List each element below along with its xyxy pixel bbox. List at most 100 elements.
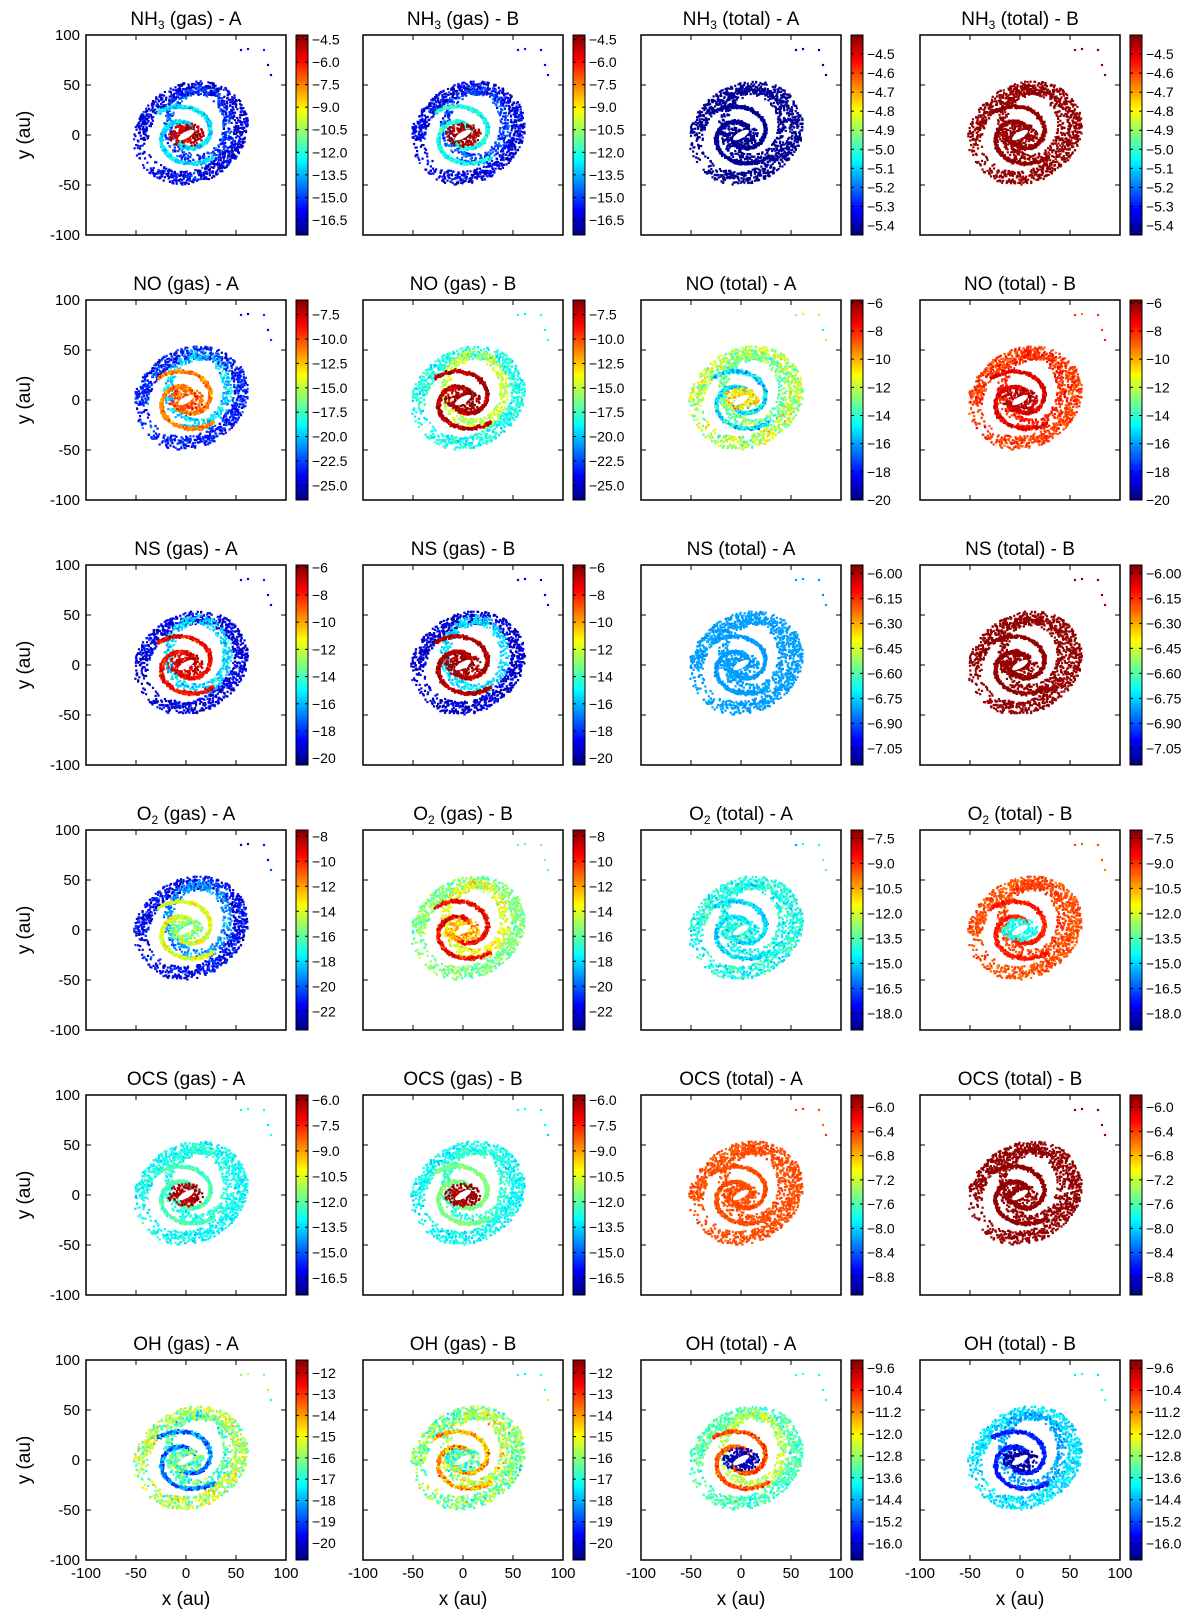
data-point	[221, 97, 223, 99]
data-point	[429, 104, 431, 106]
data-point	[191, 86, 193, 88]
data-point	[470, 179, 472, 181]
data-point	[465, 143, 467, 145]
data-point	[431, 116, 433, 118]
data-point	[240, 107, 242, 109]
data-point	[418, 115, 420, 117]
data-point	[153, 167, 155, 169]
data-point	[139, 153, 141, 155]
data-point	[422, 136, 424, 138]
data-point	[449, 119, 451, 121]
y-tick-label: 50	[63, 77, 80, 94]
data-point	[189, 107, 191, 109]
data-point	[168, 169, 170, 171]
data-point	[151, 118, 153, 120]
data-point	[224, 123, 226, 125]
data-point	[222, 156, 224, 158]
data-point	[239, 114, 241, 116]
data-point	[166, 152, 168, 154]
data-point	[165, 168, 167, 170]
data-point	[507, 131, 509, 133]
data-point	[413, 123, 415, 125]
data-point	[437, 97, 439, 99]
data-point	[170, 138, 172, 140]
data-point	[496, 158, 498, 160]
data-point	[142, 128, 144, 130]
data-point	[187, 89, 189, 91]
data-point	[201, 131, 203, 133]
data-point	[516, 135, 518, 137]
data-point	[497, 138, 499, 140]
data-point	[237, 119, 239, 121]
data-point	[190, 127, 192, 129]
data-point	[222, 136, 224, 138]
data-point	[441, 94, 443, 96]
data-point	[176, 183, 178, 185]
data-point	[167, 124, 169, 126]
data-point	[233, 116, 235, 118]
data-point	[474, 172, 476, 174]
data-point	[158, 172, 160, 174]
data-point	[499, 131, 501, 133]
data-point	[491, 146, 493, 148]
data-point	[490, 93, 492, 95]
data-point	[505, 144, 507, 146]
data-point	[177, 104, 179, 106]
data-point	[471, 177, 473, 179]
data-point	[224, 103, 226, 105]
data-point	[231, 96, 233, 98]
data-point	[161, 133, 163, 135]
data-point	[210, 152, 212, 154]
data-point	[213, 94, 215, 96]
data-point	[466, 152, 468, 154]
data-point	[481, 175, 483, 177]
data-point	[447, 116, 449, 118]
data-point	[516, 116, 518, 118]
data-point	[516, 125, 518, 127]
data-point	[148, 116, 150, 118]
data-point	[204, 141, 206, 143]
data-point	[238, 140, 240, 142]
data-point	[179, 178, 181, 180]
data-point	[170, 132, 172, 134]
data-point	[161, 94, 163, 96]
data-point	[481, 88, 483, 90]
data-point	[513, 138, 515, 140]
data-point	[176, 93, 178, 95]
data-point	[462, 148, 464, 150]
data-point	[519, 146, 521, 148]
data-point	[476, 162, 478, 164]
data-point	[465, 107, 467, 109]
data-point	[457, 101, 459, 103]
colorbar-tick-label: −16.5	[312, 212, 348, 228]
data-point	[446, 132, 448, 134]
data-point	[152, 120, 154, 122]
data-point	[239, 100, 241, 102]
data-point	[422, 144, 424, 146]
data-point	[500, 108, 502, 110]
data-point	[167, 112, 169, 114]
data-point	[213, 175, 215, 177]
data-point	[187, 149, 189, 151]
data-point	[440, 91, 442, 93]
data-point	[148, 113, 150, 115]
data-point	[437, 144, 439, 146]
data-point	[509, 134, 511, 136]
data-point	[235, 150, 237, 152]
data-point	[192, 107, 194, 109]
data-point	[466, 170, 468, 172]
data-point	[185, 162, 187, 164]
data-point	[417, 122, 419, 124]
data-point	[503, 93, 505, 95]
data-point	[158, 105, 160, 107]
data-point	[193, 91, 195, 93]
data-point	[146, 118, 148, 120]
data-point	[148, 108, 150, 110]
data-point	[228, 128, 230, 130]
data-point	[161, 98, 163, 100]
colorbar-tick-label: −6.0	[312, 54, 340, 70]
data-point	[480, 154, 482, 156]
data-point	[505, 154, 507, 156]
data-point	[225, 113, 227, 115]
data-point	[173, 98, 175, 100]
